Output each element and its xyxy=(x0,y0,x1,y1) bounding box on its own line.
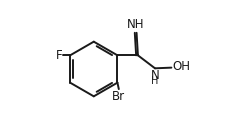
Text: H: H xyxy=(151,76,159,86)
Text: Br: Br xyxy=(112,90,125,103)
Text: F: F xyxy=(56,49,63,62)
Text: NH: NH xyxy=(127,18,145,31)
Text: OH: OH xyxy=(172,60,190,73)
Text: N: N xyxy=(151,69,159,82)
